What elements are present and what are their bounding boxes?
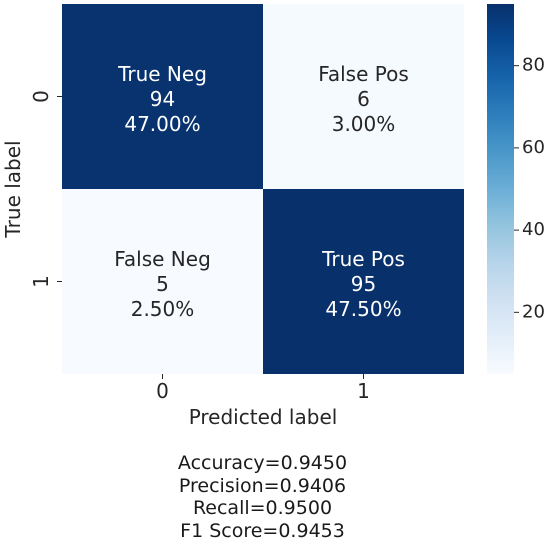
cell-percent-label: 47.00%	[124, 112, 200, 136]
cell-category-label: True Pos	[321, 247, 405, 271]
x-axis-label: Predicted label	[189, 405, 338, 429]
heatmap-cell	[62, 189, 263, 374]
colorbar-tick-label: 40	[522, 219, 545, 240]
colorbar-tick-label: 60	[522, 137, 545, 158]
recall-text: Recall=0.9500	[192, 497, 333, 519]
y-axis-label: True label	[1, 140, 25, 238]
colorbar-tick-label: 80	[522, 55, 545, 76]
cell-count-label: 6	[357, 87, 370, 111]
f1-score-text: F1 Score=0.9453	[180, 519, 345, 542]
precision-text: Precision=0.9406	[178, 474, 347, 497]
cell-count-label: 5	[156, 272, 169, 296]
y-tick-label: 1	[29, 275, 53, 288]
cell-percent-label: 47.50%	[325, 297, 401, 321]
cell-percent-label: 3.00%	[332, 112, 396, 136]
accuracy-text: Accuracy=0.9450	[177, 452, 348, 474]
metrics-summary: Accuracy=0.9450 Precision=0.9406 Recall=…	[0, 452, 525, 542]
heatmap-cell	[263, 189, 464, 374]
cell-count-label: 95	[351, 272, 376, 296]
cell-count-label: 94	[150, 87, 175, 111]
cell-category-label: False Pos	[318, 62, 409, 86]
heatmap-cell	[263, 4, 464, 189]
heatmap-cell	[62, 4, 263, 189]
colorbar-tick-label: 20	[522, 301, 545, 322]
y-tick-label: 0	[29, 90, 53, 103]
x-tick-label: 1	[357, 379, 370, 403]
cell-percent-label: 2.50%	[131, 297, 195, 321]
cell-category-label: False Neg	[114, 247, 211, 271]
x-tick-label: 0	[156, 379, 169, 403]
colorbar	[487, 4, 514, 374]
cell-category-label: True Neg	[117, 62, 207, 86]
